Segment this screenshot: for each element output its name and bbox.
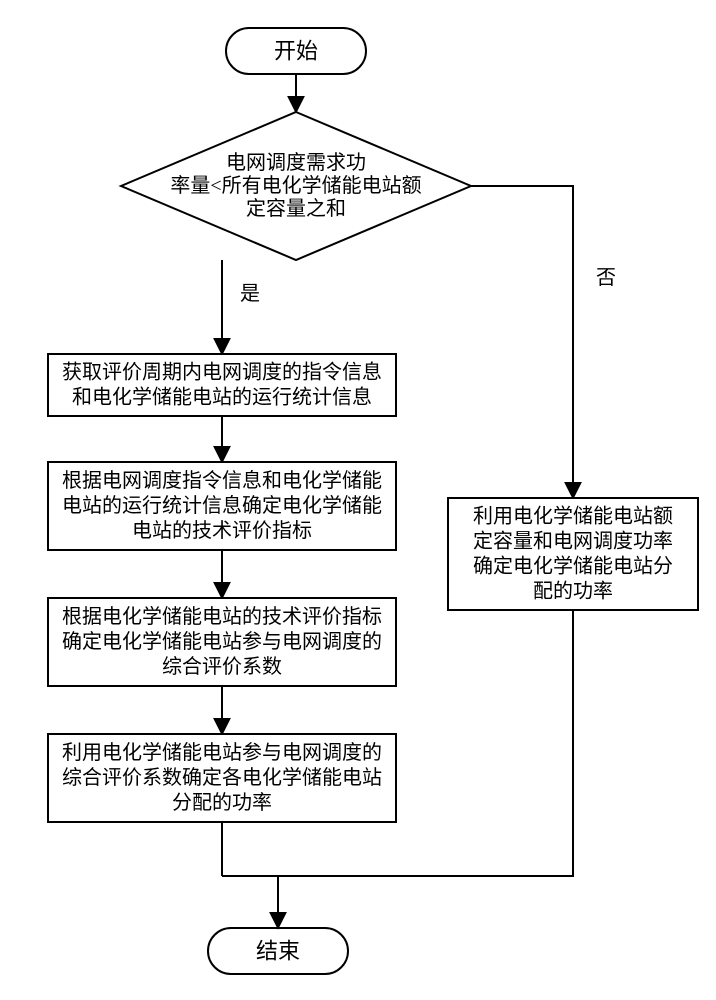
node-text-decision-l1: 率量<所有电化学储能电站额 (170, 174, 421, 197)
node-text-p4-l1: 综合评价系数确定各电化学储能电站 (62, 766, 382, 789)
node-text-p5-l0: 利用电化学储能电站额 (473, 505, 673, 528)
node-p2: 根据电网调度指令信息和电化学储能电站的运行统计信息确定电化学储能电站的技术评价指… (48, 462, 396, 550)
node-end: 结束 (208, 928, 348, 974)
edge-label-e7: 否 (596, 267, 616, 289)
edge-e7 (471, 186, 573, 498)
node-start: 开始 (226, 28, 366, 74)
node-p4: 利用电化学储能电站参与电网调度的综合评价系数确定各电化学储能电站分配的功率 (48, 734, 396, 822)
flowchart-diagram: 是 否 开始电网调度需求功率量<所有电化学储能电站额定容量之和获取评价周期内电网调度… (0, 0, 716, 1000)
edge-label-e2: 是 (240, 283, 260, 305)
node-p3: 根据电化学储能电站的技术评价指标确定电化学储能电站参与电网调度的综合评价系数 (48, 598, 396, 686)
node-text-p5-l3: 配的功率 (533, 580, 613, 603)
node-text-decision-l2: 定容量之和 (246, 197, 346, 220)
node-p5: 利用电化学储能电站额定容量和电网调度功率确定电化学储能电站分配的功率 (448, 498, 698, 610)
node-p1: 获取评价周期内电网调度的指令信息和电化学储能电站的运行统计信息 (48, 354, 396, 416)
node-text-start: 开始 (274, 39, 318, 64)
node-text-p2-l0: 根据电网调度指令信息和电化学储能 (62, 469, 382, 492)
node-text-p5-l1: 定容量和电网调度功率 (473, 530, 673, 553)
node-decision: 电网调度需求功率量<所有电化学储能电站额定容量之和 (121, 112, 471, 260)
node-text-p3-l0: 根据电化学储能电站的技术评价指标 (62, 605, 382, 628)
node-text-p3-l1: 确定电化学储能电站参与电网调度的 (62, 630, 382, 653)
node-text-p4-l0: 利用电化学储能电站参与电网调度的 (62, 741, 382, 764)
node-text-p3-l2: 综合评价系数 (162, 655, 282, 678)
node-text-p4-l2: 分配的功率 (172, 791, 272, 814)
node-text-p2-l2: 电站的技术评价指标 (132, 519, 312, 542)
node-text-end: 结束 (256, 939, 300, 964)
node-text-p1-l0: 获取评价周期内电网调度的指令信息 (62, 361, 382, 384)
node-text-p2-l1: 电站的运行统计信息确定电化学储能 (62, 494, 382, 517)
node-text-decision-l0: 电网调度需求功 (226, 151, 366, 174)
node-text-p5-l2: 确定电化学储能电站分 (473, 555, 673, 578)
node-text-p1-l1: 和电化学储能电站的运行统计信息 (72, 386, 372, 409)
